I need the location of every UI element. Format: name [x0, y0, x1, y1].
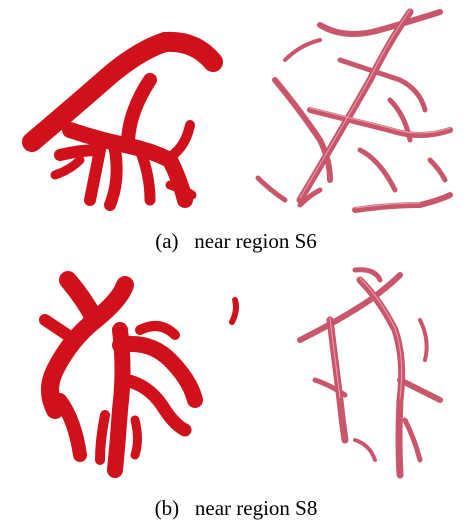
panel-caption: near region S6 — [194, 229, 316, 253]
caption-b: (b) near region S8 — [0, 496, 472, 521]
renderings — [0, 0, 472, 525]
mesh-highlights-a — [300, 10, 450, 208]
vessel-solid-a — [32, 42, 213, 205]
panel-label: (a) — [155, 229, 178, 253]
vessel-mesh-b — [300, 270, 440, 475]
vessel-mesh-a — [258, 12, 450, 210]
panel-label: (b) — [155, 496, 180, 520]
panel-caption: near region S8 — [195, 496, 317, 520]
caption-a: (a) near region S6 — [0, 229, 472, 254]
figure: (a) near region S6 (b) near region S8 — [0, 0, 472, 525]
vessel-solid-b — [45, 280, 236, 470]
